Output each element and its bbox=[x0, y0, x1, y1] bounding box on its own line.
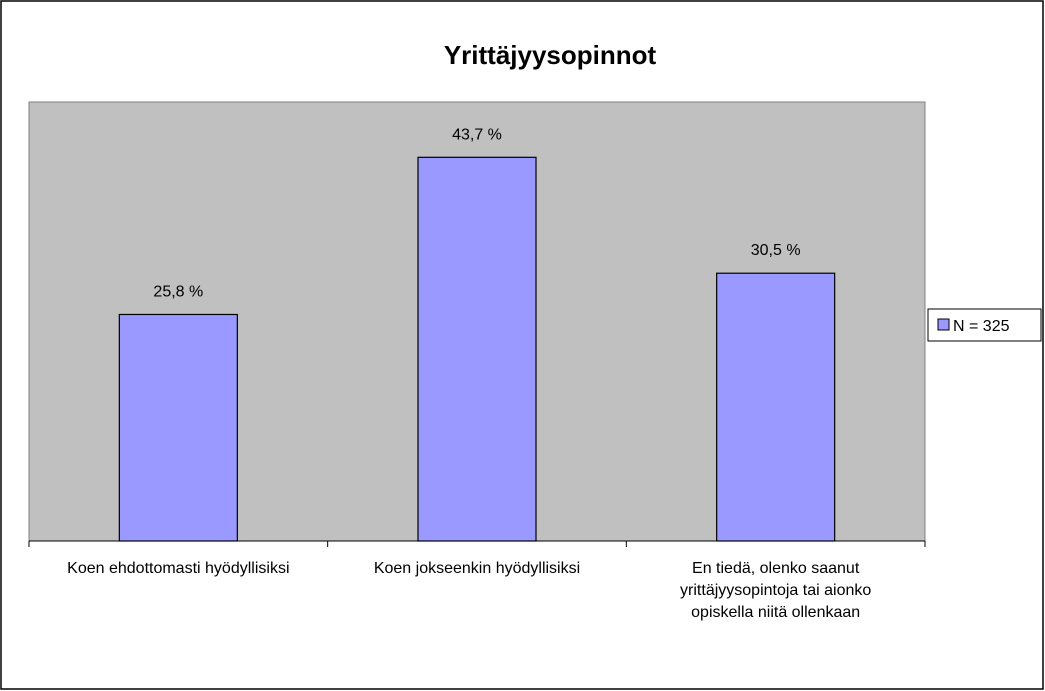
bar bbox=[118, 313, 238, 542]
value-label: 30,5 % bbox=[751, 242, 801, 259]
bar bbox=[716, 272, 836, 542]
x-tick-label: En tiedä, olenko saanut yrittäjyysopinto… bbox=[680, 560, 872, 621]
x-tick-label: Koen ehdottomasti hyödyllisiksi bbox=[67, 560, 290, 577]
chart-title: Yrittäjyysopinnot bbox=[444, 40, 657, 70]
legend-label: N = 325 bbox=[953, 318, 1010, 335]
bar bbox=[417, 156, 537, 542]
x-tick-label: Koen jokseenkin hyödyllisiksi bbox=[373, 560, 581, 577]
legend-swatch bbox=[937, 318, 950, 331]
value-label: 25,8 % bbox=[153, 283, 203, 300]
legend-box bbox=[927, 308, 1042, 342]
value-label: 43,7 % bbox=[452, 126, 502, 143]
